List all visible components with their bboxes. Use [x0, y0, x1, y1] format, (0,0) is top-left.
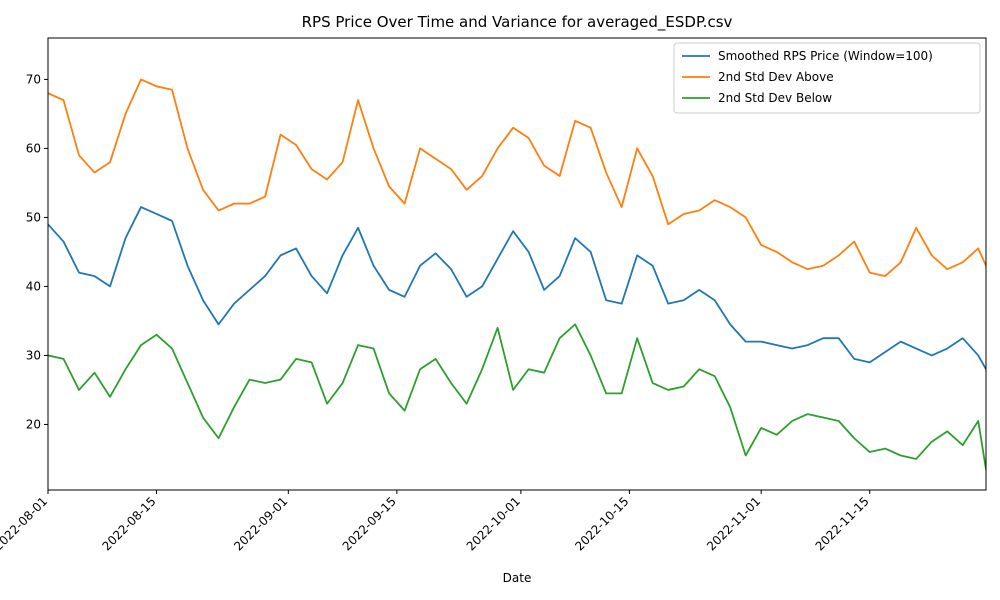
y-tick-label: 40: [26, 279, 41, 293]
y-tick-label: 20: [26, 417, 41, 431]
legend-label-3: 2nd Std Dev Below: [718, 91, 832, 105]
series-line-1: [48, 206, 986, 371]
series-lines: [48, 78, 986, 471]
x-axis-label: Date: [503, 571, 532, 585]
series-line-2: [48, 78, 986, 277]
legend-label-1: Smoothed RPS Price (Window=100): [718, 49, 933, 63]
axes-frame: [47, 37, 987, 491]
series-line-3: [48, 323, 986, 471]
y-tick-label: 60: [26, 141, 41, 155]
legend-box: [673, 42, 981, 114]
legend: Smoothed RPS Price (Window=100) 2nd Std D…: [673, 42, 981, 114]
chart-title: RPS Price Over Time and Variance for ave…: [302, 13, 733, 32]
y-tick-label: 30: [26, 348, 41, 362]
legend-label-2: 2nd Std Dev Above: [718, 70, 834, 84]
y-tick-label: 50: [26, 210, 41, 224]
y-tick-label: 70: [26, 72, 41, 86]
